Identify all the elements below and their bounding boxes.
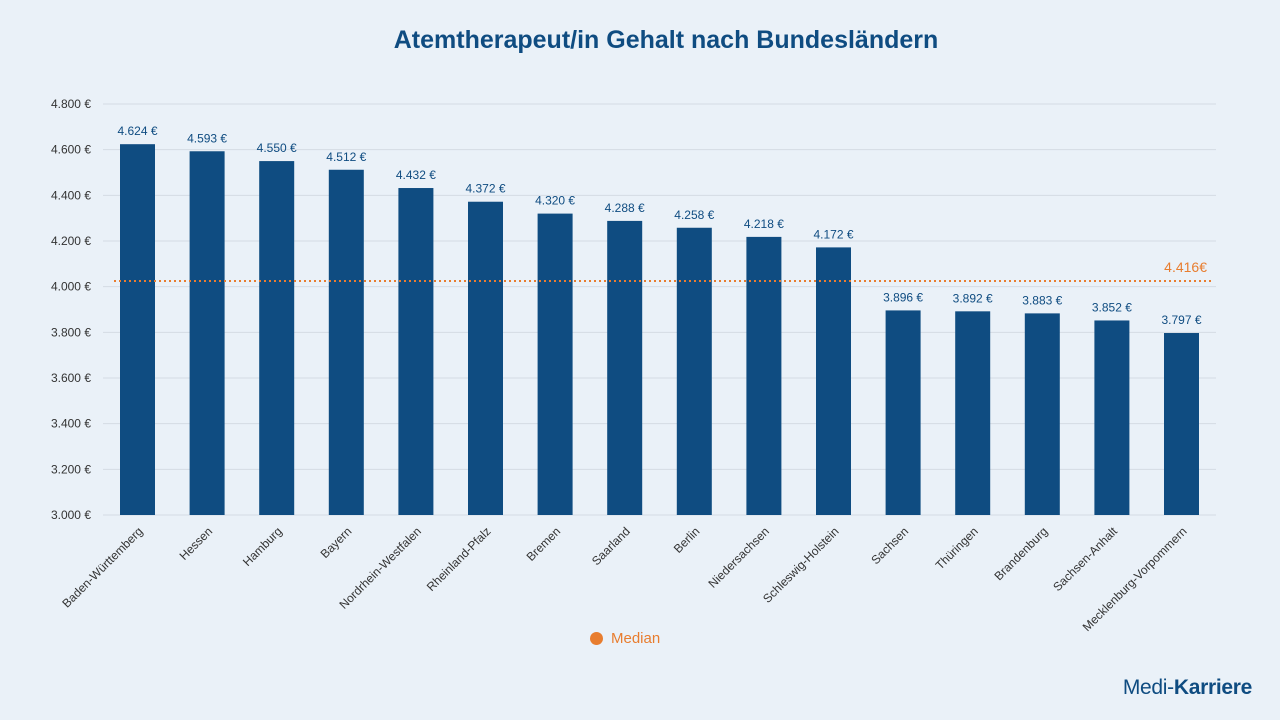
value-label: 3.883 € (1022, 293, 1062, 307)
bar (120, 144, 155, 516)
category-label: Hessen (177, 524, 216, 563)
category-label: Berlin (671, 524, 703, 556)
y-tick-label: 3.600 € (51, 371, 91, 385)
category-label: Brandenburg (991, 524, 1050, 583)
y-tick-label: 3.800 € (51, 325, 91, 339)
category-label: Sachsen (868, 524, 911, 567)
category-label: Schleswig-Holstein (760, 524, 842, 606)
category-label: Saarland (589, 524, 633, 568)
y-tick-label: 3.400 € (51, 417, 91, 431)
y-tick-label: 4.400 € (51, 188, 91, 202)
value-label: 4.320 € (535, 194, 575, 208)
category-label: Sachsen-Anhalt (1050, 524, 1120, 594)
value-label: 4.512 € (326, 150, 366, 164)
legend-marker-median (590, 632, 603, 645)
bars (120, 144, 1199, 516)
value-label: 4.372 € (465, 182, 505, 196)
value-label: 4.218 € (744, 217, 784, 231)
y-tick-label: 3.200 € (51, 462, 91, 476)
category-label: Thüringen (933, 524, 981, 572)
category-label: Bayern (318, 524, 355, 561)
legend-label-median: Median (611, 630, 661, 647)
value-label: 4.624 € (117, 124, 157, 138)
value-label: 4.288 € (605, 201, 645, 215)
bar (1164, 333, 1199, 515)
value-label: 3.892 € (953, 291, 993, 305)
category-label: Bremen (524, 524, 564, 564)
bar (746, 236, 782, 515)
bar (1024, 313, 1060, 515)
category-label: Rheinland-Pfalz (424, 524, 494, 594)
bar (259, 161, 295, 516)
bar (676, 227, 712, 516)
bar (328, 169, 364, 515)
bar (468, 201, 503, 515)
category-label: Niedersachsen (706, 524, 773, 591)
chart-title: Atemtherapeut/in Gehalt nach Bundeslände… (393, 26, 939, 54)
category-labels: Baden-Württemberg Hessen Hamburg BayernNord… (59, 524, 1189, 634)
y-tick-label: 4.600 € (51, 143, 91, 157)
y-tick-label: 4.200 € (51, 234, 91, 248)
y-tick-label: 3.000 € (51, 508, 91, 522)
median-value-label: 4.416€ (1164, 259, 1207, 275)
y-tick-label: 4.800 € (51, 97, 91, 111)
value-label: 4.550 € (257, 141, 297, 155)
y-tick-label: 4.000 € (51, 280, 91, 294)
brand-prefix: Medi- (1122, 676, 1174, 699)
value-label: 4.432 € (396, 168, 436, 182)
bar (955, 311, 991, 515)
bar (398, 188, 434, 515)
brand-name: Karriere (1173, 676, 1252, 699)
bar (607, 220, 643, 515)
legend: Median (590, 630, 660, 647)
value-label: 3.797 € (1161, 313, 1201, 327)
y-axis-ticks: 3.000 € 3.200 € 3.400 € 3.600 € 3.800 € 4.000… (51, 97, 91, 522)
value-label: 4.172 € (813, 227, 853, 241)
value-label: 3.852 € (1092, 300, 1132, 314)
bar (1094, 320, 1130, 515)
bar (885, 310, 921, 515)
brand-logo: Medi-Karriere (1123, 676, 1252, 700)
value-labels: 4.624 € 4.593 € 4.550 € 4.512 € 4.432 € 4.372… (117, 124, 1201, 327)
value-label: 4.593 € (187, 131, 227, 145)
category-label: Hamburg (240, 524, 285, 569)
bar (816, 247, 851, 516)
bar (189, 151, 225, 515)
value-label: 3.896 € (883, 290, 923, 304)
median-line-group: 4.416€ (114, 259, 1212, 282)
value-label: 4.258 € (674, 208, 714, 222)
category-label: Baden-Württemberg (59, 524, 145, 610)
bar (537, 213, 573, 515)
